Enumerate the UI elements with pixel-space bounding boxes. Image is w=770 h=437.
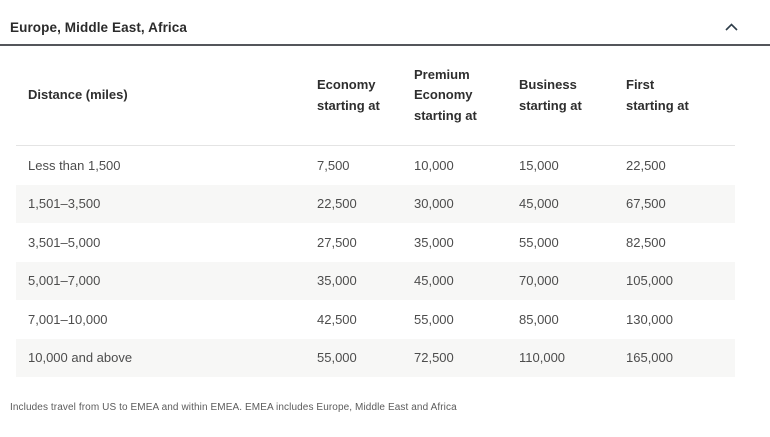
cell-economy: 7,500: [317, 157, 350, 173]
column-header-first: First starting at: [626, 77, 689, 113]
cell-business: 15,000: [519, 157, 559, 173]
table-row: 1,501–3,500 22,500 30,000 45,000 67,500: [16, 184, 735, 223]
table-body: Less than 1,500 7,500 10,000 15,000 22,5…: [16, 146, 735, 377]
cell-first: 22,500: [626, 157, 666, 173]
table-header-row: Distance (miles) Economy starting at Pre…: [16, 46, 735, 146]
cell-distance: 10,000 and above: [28, 350, 133, 366]
accordion-header-emea[interactable]: Europe, Middle East, Africa: [0, 0, 770, 44]
cell-economy: 42,500: [317, 311, 357, 327]
cell-distance: 1,501–3,500: [28, 196, 101, 212]
cell-first: 105,000: [626, 273, 673, 289]
column-header-business: Business starting at: [519, 77, 582, 113]
section-title: Europe, Middle East, Africa: [10, 19, 187, 35]
cell-premium-economy: 30,000: [414, 196, 454, 212]
award-chart-table: Distance (miles) Economy starting at Pre…: [16, 46, 735, 377]
cell-premium-economy: 72,500: [414, 350, 454, 366]
table-row: 7,001–10,000 42,500 55,000 85,000 130,00…: [16, 300, 735, 339]
column-header-distance: Distance (miles): [28, 87, 128, 103]
cell-first: 165,000: [626, 350, 673, 366]
cell-economy: 22,500: [317, 196, 357, 212]
cell-economy: 55,000: [317, 350, 357, 366]
cell-premium-economy: 55,000: [414, 311, 454, 327]
cell-business: 110,000: [519, 350, 566, 366]
column-header-premium-economy: Premium Economy starting at: [414, 67, 477, 123]
cell-first: 82,500: [626, 234, 666, 250]
cell-premium-economy: 45,000: [414, 273, 454, 289]
cell-first: 67,500: [626, 196, 666, 212]
cell-premium-economy: 35,000: [414, 234, 454, 250]
cell-business: 70,000: [519, 273, 559, 289]
cell-distance: 7,001–10,000: [28, 311, 108, 327]
table-row: 5,001–7,000 35,000 45,000 70,000 105,000: [16, 261, 735, 300]
cell-first: 130,000: [626, 311, 673, 327]
column-header-economy: Economy starting at: [317, 77, 380, 113]
table-row: 10,000 and above 55,000 72,500 110,000 1…: [16, 338, 735, 377]
cell-business: 55,000: [519, 234, 559, 250]
cell-distance: Less than 1,500: [28, 157, 121, 173]
cell-business: 85,000: [519, 311, 559, 327]
section-divider: [0, 44, 770, 46]
cell-premium-economy: 10,000: [414, 157, 454, 173]
cell-distance: 5,001–7,000: [28, 273, 101, 289]
cell-economy: 35,000: [317, 273, 357, 289]
table-footnote: Includes travel from US to EMEA and with…: [10, 402, 457, 413]
table-row: 3,501–5,000 27,500 35,000 55,000 82,500: [16, 223, 735, 262]
chevron-up-icon[interactable]: [724, 20, 738, 34]
cell-business: 45,000: [519, 196, 559, 212]
cell-economy: 27,500: [317, 234, 357, 250]
cell-distance: 3,501–5,000: [28, 234, 101, 250]
table-row: Less than 1,500 7,500 10,000 15,000 22,5…: [16, 146, 735, 185]
